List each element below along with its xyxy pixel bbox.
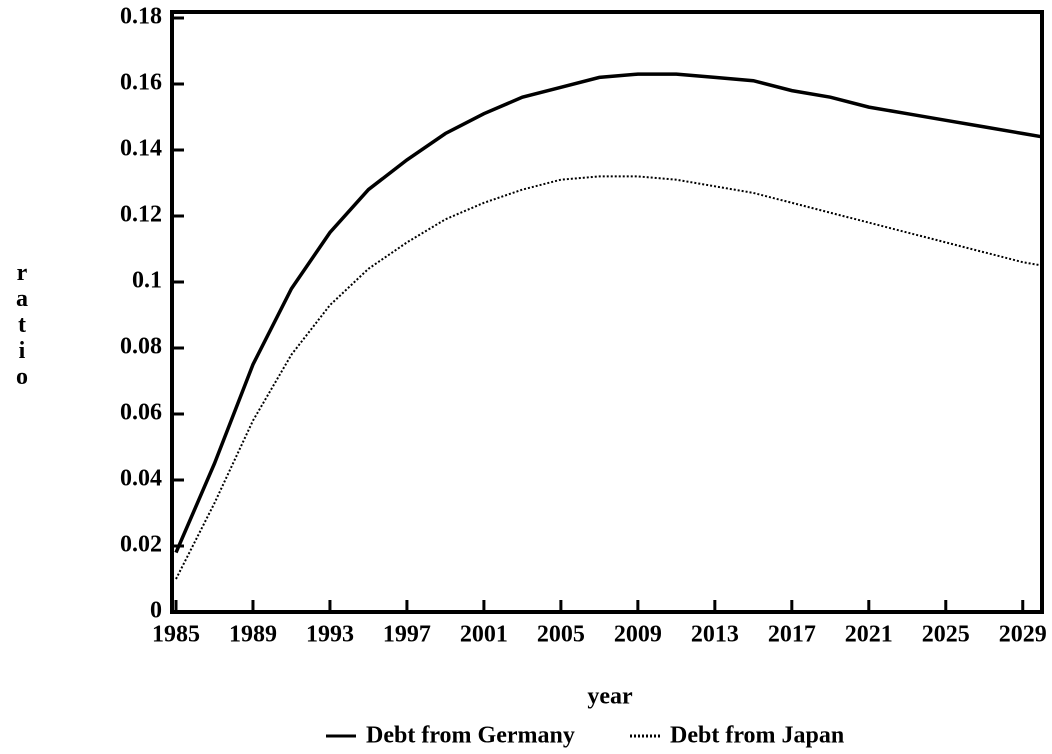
x-tick-label: 2017 — [768, 622, 816, 648]
x-tick-label: 2001 — [460, 622, 508, 648]
x-tick-label: 2021 — [845, 622, 893, 648]
y-tick-label: 0.04 — [120, 466, 162, 492]
x-tick-label: 1993 — [306, 622, 354, 648]
y-tick-label: 0.02 — [120, 532, 162, 558]
y-tick-label: 0.08 — [120, 334, 162, 360]
x-tick-label: 2009 — [614, 622, 662, 648]
y-tick-label: 0.1 — [132, 268, 162, 294]
x-tick-label: 1989 — [229, 622, 277, 648]
x-tick-label: 1985 — [152, 622, 200, 648]
data-line — [175, 175, 1043, 580]
data-line — [174, 72, 1043, 554]
y-tick-label: 0.18 — [120, 4, 162, 30]
y-axis-label: ratio — [9, 260, 35, 390]
y-tick-label: 0.12 — [120, 202, 162, 228]
x-axis-label: year — [587, 684, 633, 710]
x-tick-label: 1997 — [383, 622, 431, 648]
y-tick-label: 0.14 — [120, 136, 162, 162]
legend-label: Debt from Japan — [670, 723, 844, 749]
x-tick-label: 2013 — [691, 622, 739, 648]
x-tick-label: 2005 — [537, 622, 585, 648]
y-tick-label: 0.16 — [120, 70, 162, 96]
y-tick-label: 0.06 — [120, 400, 162, 426]
legend-label: Debt from Germany — [366, 723, 575, 749]
plot-frame — [170, 10, 1044, 614]
x-tick-label: 2029 — [999, 622, 1047, 648]
y-tick-label: 0 — [150, 598, 162, 624]
x-tick-label: 2025 — [922, 622, 970, 648]
